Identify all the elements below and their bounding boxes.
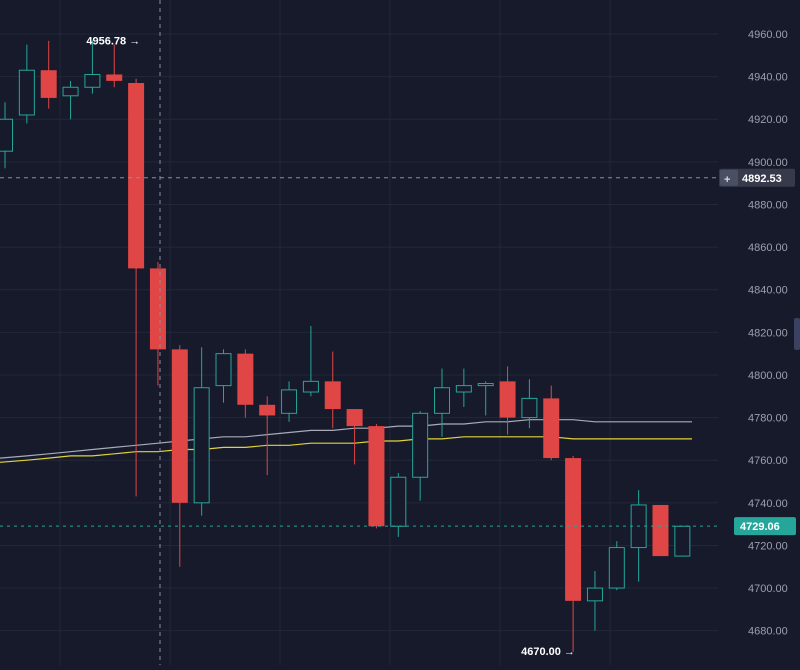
price-tick-label: 4840.00 <box>748 285 788 297</box>
price-tick-label: 4900.00 <box>748 157 788 169</box>
candle-down <box>149 262 166 386</box>
candle-down <box>346 409 363 465</box>
candle-body <box>521 397 538 419</box>
candle-body <box>62 86 79 97</box>
candle-up <box>521 379 538 429</box>
price-tick-label: 4800.00 <box>748 370 788 382</box>
candle-up <box>477 381 494 416</box>
price-tick-label: 4880.00 <box>748 199 788 211</box>
candle-down <box>499 366 516 435</box>
candle-up <box>390 472 407 537</box>
candle-down <box>128 78 145 497</box>
candle-body <box>302 380 319 393</box>
price-tick-label: 4940.00 <box>748 72 788 84</box>
candle-body <box>368 426 385 527</box>
candle-up <box>281 381 298 422</box>
candle-up <box>84 40 101 94</box>
candle-up <box>434 368 450 437</box>
candle-down <box>543 385 560 461</box>
candle-body <box>390 476 407 527</box>
price-tick-label: 4780.00 <box>748 413 788 425</box>
candle-body <box>259 404 276 416</box>
candle-body <box>215 353 232 387</box>
moving-average-layer <box>0 419 692 463</box>
candle-body <box>84 73 101 88</box>
crosshair-price-label: 4892.53 <box>742 173 782 185</box>
candle-body <box>128 83 145 269</box>
candle-up <box>674 525 691 557</box>
candle-body <box>40 70 57 98</box>
candle-body <box>477 382 494 387</box>
plus-icon: + <box>724 174 730 186</box>
candle-down <box>652 504 669 557</box>
candle-body <box>608 547 625 589</box>
candle-body <box>193 387 210 504</box>
candle-body <box>652 504 669 557</box>
price-tick-label: 4960.00 <box>748 29 788 41</box>
candle-down <box>237 349 254 418</box>
candle-down <box>324 351 341 429</box>
scroll-handle[interactable] <box>794 318 800 350</box>
price-tick-label: 4920.00 <box>748 114 788 126</box>
high-price-annotation: 4956.78 → <box>86 35 140 47</box>
candle-up <box>0 102 13 169</box>
candle-body <box>346 409 363 427</box>
moving-average-line-yellow <box>0 436 692 463</box>
candle-body <box>674 525 691 557</box>
candle-body <box>149 268 166 350</box>
price-axis[interactable]: 4960.00 4940.00 4920.00 4900.00 4880.00 4860.… <box>748 29 788 638</box>
price-tick-label: 4680.00 <box>748 626 788 638</box>
candle-up <box>608 541 625 591</box>
price-tick-label: 4820.00 <box>748 327 788 339</box>
candle-up <box>455 368 472 407</box>
candle-up <box>215 349 232 403</box>
candle-up <box>193 347 210 516</box>
candle-up <box>586 571 603 631</box>
candle-body <box>237 353 254 405</box>
candle-up <box>412 411 429 501</box>
price-tick-label: 4860.00 <box>748 242 788 254</box>
candle-down <box>171 345 188 567</box>
candle-down <box>259 396 276 476</box>
candle-up <box>302 325 319 397</box>
add-alert-button[interactable] <box>720 169 738 186</box>
candle-body <box>412 412 429 478</box>
candle-body <box>565 458 582 601</box>
candle-body <box>434 387 450 414</box>
crosshair-price-badge: + 4892.53 <box>719 168 795 187</box>
candle-down <box>106 44 123 88</box>
last-price-label: 4729.06 <box>740 521 780 533</box>
candle-body <box>18 69 35 116</box>
candle-down <box>565 455 582 652</box>
candle-body <box>281 389 298 414</box>
price-tick-label: 4720.00 <box>748 540 788 552</box>
price-tick-label: 4740.00 <box>748 498 788 510</box>
candle-up <box>62 80 79 120</box>
candle-body <box>106 74 123 81</box>
candle-body <box>543 398 560 459</box>
candle-up <box>18 44 35 124</box>
low-price-annotation: 4670.00 → <box>521 646 575 658</box>
price-tick-label: 4700.00 <box>748 583 788 595</box>
candle-body <box>455 385 472 393</box>
candle-body <box>171 349 188 503</box>
candle-body <box>586 587 603 602</box>
last-price-badge: 4729.06 <box>734 517 796 536</box>
candle-body <box>499 381 516 418</box>
candle-down <box>368 423 385 529</box>
price-tick-label: 4760.00 <box>748 455 788 467</box>
candle-body <box>324 381 341 410</box>
candle-body <box>0 118 13 152</box>
candle-down <box>40 40 57 109</box>
moving-average-line-grey <box>0 419 692 459</box>
